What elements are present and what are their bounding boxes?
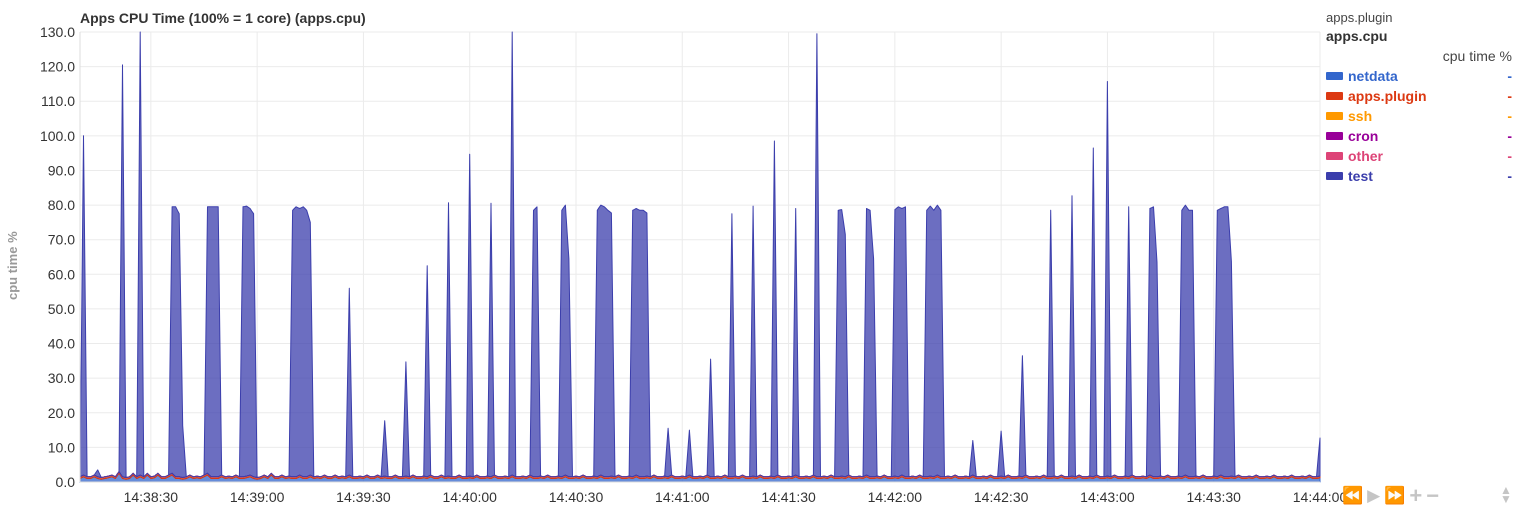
x-tick-label: 14:39:30 bbox=[336, 489, 391, 505]
x-tick-label: 14:43:30 bbox=[1186, 489, 1241, 505]
chart-title: Apps CPU Time (100% = 1 core) (apps.cpu) bbox=[80, 10, 366, 26]
x-tick-label: 14:41:00 bbox=[655, 489, 710, 505]
x-tick-label: 14:42:00 bbox=[868, 489, 923, 505]
series-test bbox=[79, 31, 1321, 478]
x-tick-label: 14:43:00 bbox=[1080, 489, 1135, 505]
legend-value: - bbox=[1507, 108, 1512, 124]
y-tick-label: 60.0 bbox=[48, 266, 75, 282]
x-tick-label: 14:38:30 bbox=[124, 489, 179, 505]
y-tick-label: 20.0 bbox=[48, 405, 75, 421]
fast-forward-icon[interactable]: ⏩ bbox=[1384, 486, 1406, 505]
y-tick-label: 90.0 bbox=[48, 162, 75, 178]
x-tick-label: 14:41:30 bbox=[761, 489, 816, 505]
rewind-icon[interactable]: ⏪ bbox=[1342, 486, 1364, 505]
legend-swatch bbox=[1326, 112, 1343, 120]
chart-toolbar: ⏪ ▶ ⏩ + − bbox=[1342, 483, 1440, 508]
legend-item[interactable]: apps.plugin - bbox=[1326, 86, 1512, 106]
legend-label: netdata bbox=[1348, 68, 1398, 84]
legend-item[interactable]: test - bbox=[1326, 166, 1512, 186]
y-tick-label: 80.0 bbox=[48, 197, 75, 213]
x-tick-label: 14:39:00 bbox=[230, 489, 285, 505]
y-tick-label: 40.0 bbox=[48, 336, 75, 352]
legend-swatch bbox=[1326, 152, 1343, 160]
x-tick-label: 14:42:30 bbox=[974, 489, 1029, 505]
legend-item[interactable]: ssh - bbox=[1326, 106, 1512, 126]
resize-handle-icon[interactable]: ▲ ▼ bbox=[1500, 483, 1512, 506]
legend-value: - bbox=[1507, 148, 1512, 164]
legend-swatch bbox=[1326, 172, 1343, 180]
y-axis: 0.0 10.0 20.0 30.0 40.0 50.0 60.0 70.0 80.0 90.0 1… bbox=[40, 24, 81, 490]
legend: apps.plugin apps.cpu cpu time % netdata -… bbox=[1326, 10, 1512, 186]
y-tick-label: 10.0 bbox=[48, 439, 75, 455]
y-tick-label: 50.0 bbox=[48, 301, 75, 317]
legend-context: apps.cpu bbox=[1326, 28, 1388, 44]
plus-icon[interactable]: + bbox=[1409, 483, 1423, 508]
legend-swatch bbox=[1326, 72, 1343, 80]
legend-value: - bbox=[1507, 68, 1512, 84]
y-tick-label: 130.0 bbox=[40, 24, 75, 40]
legend-units: cpu time % bbox=[1442, 48, 1512, 64]
y-axis-label: cpu time % bbox=[5, 231, 20, 300]
play-icon[interactable]: ▶ bbox=[1367, 486, 1381, 505]
minus-icon[interactable]: − bbox=[1426, 483, 1440, 508]
x-tick-label: 14:40:00 bbox=[442, 489, 497, 505]
legend-swatch bbox=[1326, 132, 1343, 140]
y-tick-label: 30.0 bbox=[48, 370, 75, 386]
y-tick-label: 100.0 bbox=[40, 128, 75, 144]
legend-family: apps.plugin bbox=[1326, 10, 1393, 25]
y-tick-label: 70.0 bbox=[48, 232, 75, 248]
x-tick-label: 14:40:30 bbox=[549, 489, 604, 505]
area-series bbox=[79, 31, 1321, 483]
y-tick-label: 0.0 bbox=[56, 474, 76, 490]
legend-label: other bbox=[1348, 148, 1383, 164]
legend-label: test bbox=[1348, 168, 1373, 184]
legend-swatch bbox=[1326, 92, 1343, 100]
x-tick-label: 14:44:00 bbox=[1293, 489, 1348, 505]
legend-value: - bbox=[1507, 168, 1512, 184]
legend-value: - bbox=[1507, 88, 1512, 104]
legend-item[interactable]: cron - bbox=[1326, 126, 1512, 146]
legend-value: - bbox=[1507, 128, 1512, 144]
legend-item[interactable]: netdata - bbox=[1326, 66, 1512, 86]
y-tick-label: 110.0 bbox=[41, 93, 75, 109]
grid bbox=[80, 31, 1321, 483]
legend-label: ssh bbox=[1348, 108, 1373, 124]
x-axis: 14:38:30 14:39:00 14:39:30 14:40:00 14:40:30… bbox=[80, 481, 1348, 505]
legend-item[interactable]: other - bbox=[1326, 146, 1512, 166]
legend-label: cron bbox=[1348, 128, 1379, 144]
legend-label: apps.plugin bbox=[1348, 88, 1427, 104]
y-tick-label: 120.0 bbox=[40, 59, 75, 75]
